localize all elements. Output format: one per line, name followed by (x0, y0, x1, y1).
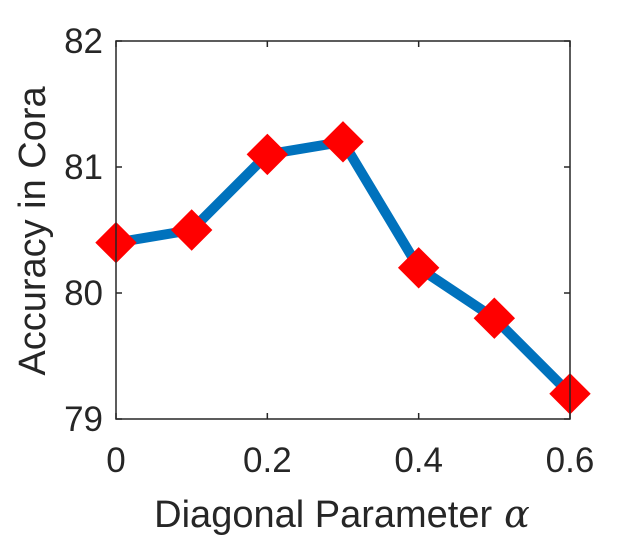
x-tick-label: 0.4 (394, 441, 443, 480)
y-axis-label: Accuracy in Cora (12, 85, 54, 375)
x-tick-label: 0.6 (546, 441, 595, 480)
data-point-diamond (397, 247, 440, 289)
x-tick-label: 0 (106, 441, 125, 480)
data-point-diamond (473, 297, 516, 339)
y-tick-label: 81 (64, 148, 103, 187)
data-point-diamond (322, 121, 364, 163)
x-axis-label-text: Diagonal Parameter (154, 494, 492, 536)
alpha-symbol: α (504, 492, 530, 536)
y-tick-label: 79 (64, 400, 103, 439)
plot-frame (115, 40, 571, 420)
y-tick-label: 80 (64, 274, 103, 313)
data-point-diamond (170, 209, 213, 251)
data-point-diamond (246, 133, 289, 176)
x-axis-label: Diagonal Parameter α (154, 492, 530, 536)
x-tick-label: 0.2 (243, 441, 292, 480)
tick-labels: 0 0.2 0.4 0.6 79 80 81 82 (64, 22, 594, 480)
y-tick-label: 82 (64, 22, 103, 61)
